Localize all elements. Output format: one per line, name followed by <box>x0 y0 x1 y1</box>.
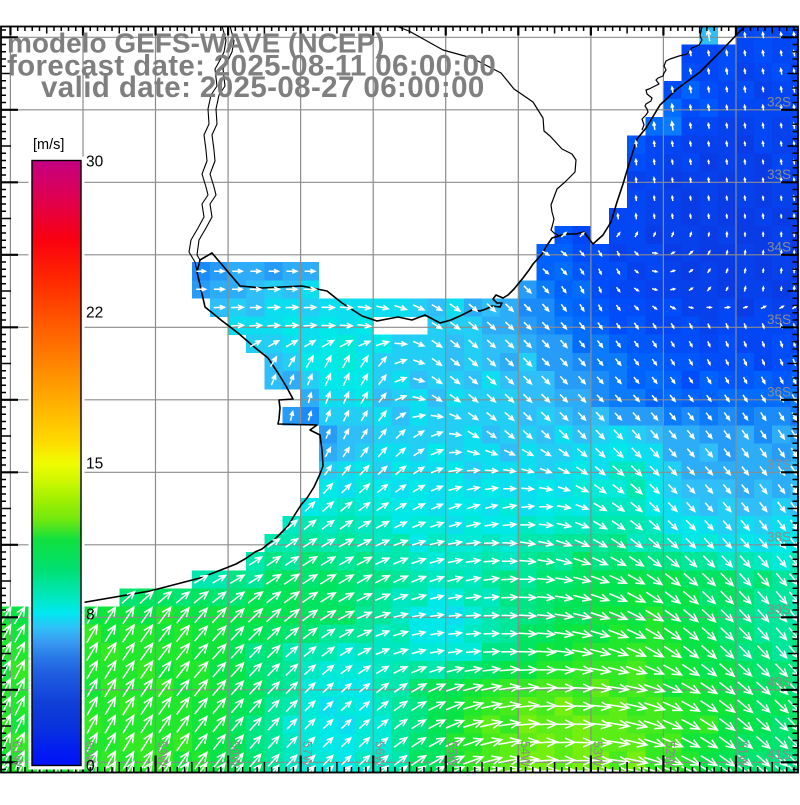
svg-text:8: 8 <box>86 607 95 624</box>
svg-text:30: 30 <box>86 154 104 171</box>
svg-text:57W: 57W <box>300 741 314 767</box>
svg-text:60W: 60W <box>83 741 97 767</box>
svg-text:34S: 34S <box>767 239 791 254</box>
svg-text:56W: 56W <box>373 741 387 767</box>
svg-text:35S: 35S <box>767 312 791 327</box>
svg-text:15: 15 <box>86 456 103 473</box>
svg-text:58W: 58W <box>228 741 242 767</box>
svg-text:valid date: 2025-08-27 06:00:0: valid date: 2025-08-27 06:00:00 <box>41 71 485 104</box>
svg-text:modelo GEFS-WAVE (NCEP): modelo GEFS-WAVE (NCEP) <box>7 28 385 59</box>
svg-text:forecast date: 2025-08-11 06:0: forecast date: 2025-08-11 06:00:00 <box>7 49 496 82</box>
svg-text:41S: 41S <box>767 747 791 762</box>
svg-text:36S: 36S <box>767 384 791 399</box>
svg-text:39S: 39S <box>767 602 791 617</box>
svg-text:51W: 51W <box>736 741 750 767</box>
svg-text:37S: 37S <box>767 457 791 472</box>
svg-text:22: 22 <box>86 305 103 322</box>
svg-text:52W: 52W <box>663 741 677 767</box>
svg-text:55W: 55W <box>445 741 459 767</box>
svg-text:54W: 54W <box>518 741 532 767</box>
svg-text:0: 0 <box>86 758 95 775</box>
svg-text:53W: 53W <box>590 741 604 767</box>
svg-text:38S: 38S <box>767 529 791 544</box>
svg-text:61W: 61W <box>10 741 24 767</box>
svg-text:59W: 59W <box>155 741 169 767</box>
svg-text:[m/s]: [m/s] <box>33 137 64 153</box>
svg-text:33S: 33S <box>767 167 791 182</box>
svg-text:32S: 32S <box>767 94 791 109</box>
svg-text:40S: 40S <box>767 674 791 689</box>
